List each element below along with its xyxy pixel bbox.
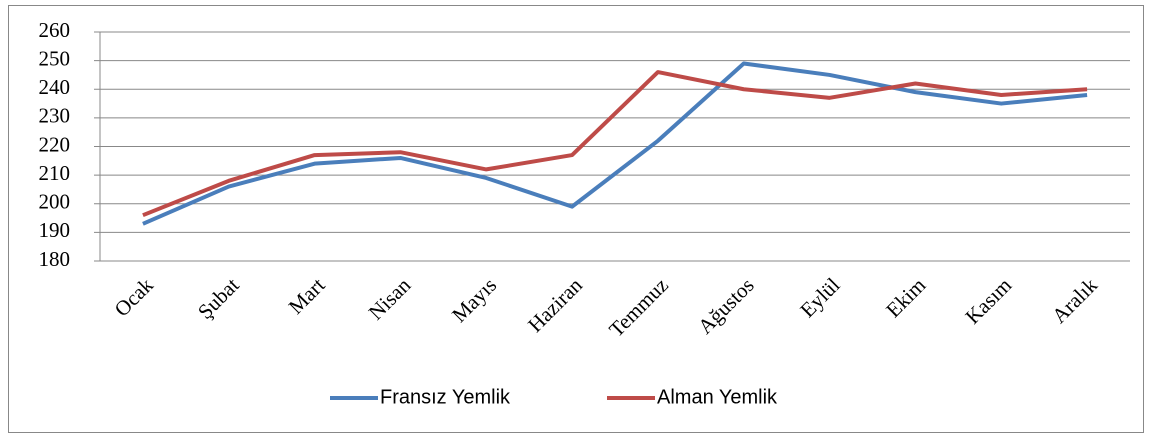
- chart-border: [8, 5, 1144, 433]
- y-tick-label: 220: [39, 132, 71, 156]
- legend-label: Fransız Yemlik: [380, 386, 511, 408]
- series-line: [142, 70, 1088, 218]
- series-line: [142, 61, 1088, 226]
- legend-label: Alman Yemlik: [657, 386, 778, 408]
- y-tick-label: 200: [39, 190, 71, 214]
- y-tick-label: 180: [39, 247, 71, 271]
- y-tick-label: 190: [39, 218, 71, 242]
- y-tick-label: 260: [39, 18, 71, 42]
- y-tick-label: 210: [39, 161, 71, 185]
- y-tick-label: 230: [39, 104, 71, 128]
- y-tick-label: 250: [39, 46, 71, 70]
- y-tick-label: 240: [39, 75, 71, 99]
